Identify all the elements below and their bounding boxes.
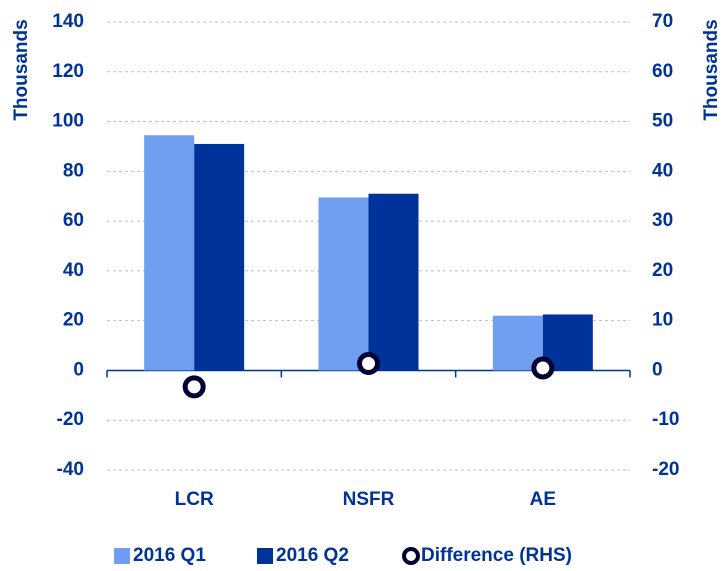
y2-tick-label: 0 bbox=[652, 359, 663, 380]
y2-axis-label: Thousands bbox=[701, 19, 722, 120]
y-tick-label: 0 bbox=[73, 359, 84, 380]
legend-label: 2016 Q2 bbox=[276, 545, 349, 566]
y-axis-label: Thousands bbox=[11, 19, 32, 120]
y2-tick-label: 50 bbox=[652, 111, 673, 132]
legend-label: Difference (RHS) bbox=[421, 545, 572, 566]
y-tick-label: -20 bbox=[57, 409, 84, 430]
bar bbox=[318, 197, 369, 371]
y2-tick-label: 20 bbox=[652, 260, 673, 281]
y-tick-label: 20 bbox=[63, 310, 84, 331]
x-tick-label: LCR bbox=[175, 489, 214, 510]
x-tick-label: NSFR bbox=[343, 489, 395, 510]
y2-tick-label: 70 bbox=[652, 11, 673, 32]
y-tick-label: 40 bbox=[63, 260, 84, 281]
y-tick-label: 140 bbox=[52, 11, 84, 32]
bar bbox=[144, 135, 195, 371]
y-tick-label: 120 bbox=[52, 61, 84, 82]
legend-marker bbox=[114, 548, 130, 564]
legend-marker bbox=[257, 548, 273, 564]
y-tick-label: -40 bbox=[57, 459, 84, 480]
legend-marker bbox=[402, 547, 420, 565]
y2-tick-label: -20 bbox=[652, 459, 679, 480]
y-tick-label: 60 bbox=[63, 210, 84, 231]
scatter-point bbox=[357, 351, 380, 375]
scatter-point bbox=[182, 375, 206, 399]
y2-tick-label: 10 bbox=[652, 310, 673, 331]
bar bbox=[368, 193, 419, 371]
bar bbox=[194, 143, 245, 371]
y2-tick-label: -10 bbox=[652, 409, 679, 430]
legend-label: 2016 Q1 bbox=[133, 545, 206, 566]
scatter-point bbox=[531, 356, 555, 380]
y2-tick-label: 60 bbox=[652, 61, 673, 82]
y-tick-label: 80 bbox=[63, 160, 84, 181]
y2-tick-label: 30 bbox=[652, 210, 673, 231]
y-tick-label: 100 bbox=[52, 111, 84, 132]
x-tick-label: AE bbox=[530, 489, 556, 510]
y2-tick-label: 40 bbox=[652, 160, 673, 181]
